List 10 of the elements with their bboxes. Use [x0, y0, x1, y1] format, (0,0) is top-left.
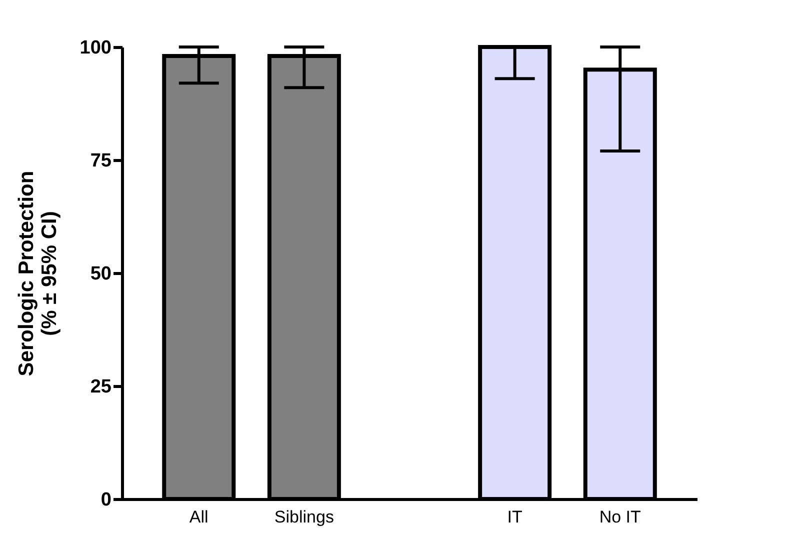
- y-tick-label: 0: [100, 490, 112, 510]
- y-tick-label: 100: [80, 38, 112, 58]
- x-tick-label: IT: [507, 508, 522, 526]
- y-axis-title: Serologic Protection (% ± 95% CI): [14, 170, 61, 376]
- y-tick-label: 25: [90, 376, 112, 398]
- x-tick-label: No IT: [599, 508, 641, 526]
- x-tick-label: All: [189, 508, 208, 526]
- x-tick-label: Siblings: [274, 508, 334, 526]
- y-tick-label: 50: [90, 264, 112, 284]
- y-tick-label: 75: [90, 150, 112, 172]
